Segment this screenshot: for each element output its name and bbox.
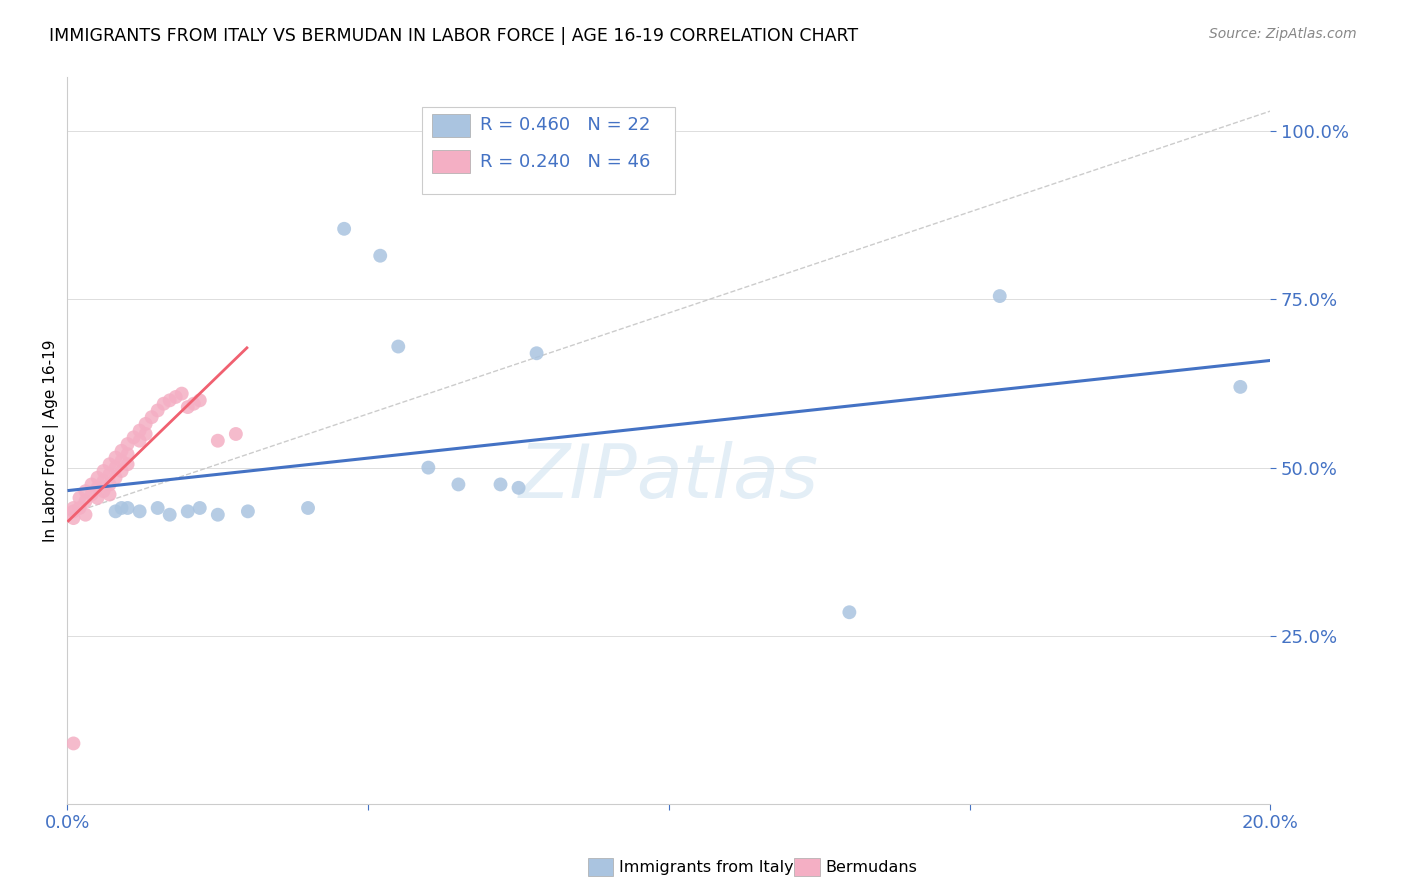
Point xyxy=(170,386,193,401)
Point xyxy=(165,390,187,404)
Point xyxy=(526,346,548,360)
Point xyxy=(207,434,229,448)
Point xyxy=(988,289,1011,303)
Point xyxy=(98,467,121,482)
Point xyxy=(236,504,259,518)
Point xyxy=(183,397,205,411)
Point xyxy=(110,454,132,468)
Point xyxy=(135,427,157,442)
Point xyxy=(69,500,91,515)
Point xyxy=(75,508,97,522)
Point xyxy=(188,393,211,408)
Text: Source: ZipAtlas.com: Source: ZipAtlas.com xyxy=(1209,27,1357,41)
Point xyxy=(117,447,139,461)
Point xyxy=(117,500,139,515)
Point xyxy=(177,504,200,518)
Point xyxy=(128,504,150,518)
Text: Bermudans: Bermudans xyxy=(825,860,917,874)
Point xyxy=(117,457,139,471)
Text: ZIPatlas: ZIPatlas xyxy=(519,441,818,513)
Point xyxy=(104,504,127,518)
Point xyxy=(93,484,115,499)
Point xyxy=(75,494,97,508)
Point xyxy=(86,481,108,495)
Point xyxy=(447,477,470,491)
Point xyxy=(93,474,115,488)
Point xyxy=(418,460,440,475)
Point xyxy=(86,491,108,505)
Point xyxy=(368,249,391,263)
Point xyxy=(86,471,108,485)
Point xyxy=(188,500,211,515)
Point xyxy=(98,477,121,491)
Point xyxy=(62,500,84,515)
Point xyxy=(297,500,319,515)
Point xyxy=(333,222,356,236)
Point xyxy=(489,477,512,491)
Point xyxy=(80,477,103,491)
Point xyxy=(98,487,121,501)
Point xyxy=(62,511,84,525)
Y-axis label: In Labor Force | Age 16-19: In Labor Force | Age 16-19 xyxy=(44,340,59,542)
Point xyxy=(508,481,530,495)
FancyBboxPatch shape xyxy=(432,114,471,137)
Point xyxy=(104,460,127,475)
Point xyxy=(110,500,132,515)
Point xyxy=(177,400,200,414)
Point xyxy=(225,427,247,442)
Point xyxy=(117,437,139,451)
Point xyxy=(128,424,150,438)
Point xyxy=(146,500,169,515)
Point xyxy=(69,491,91,505)
Point xyxy=(159,393,181,408)
Point xyxy=(110,464,132,478)
Point xyxy=(93,464,115,478)
Point xyxy=(104,471,127,485)
Point xyxy=(141,410,163,425)
Point xyxy=(104,450,127,465)
Text: R = 0.460   N = 22: R = 0.460 N = 22 xyxy=(479,116,651,135)
Text: IMMIGRANTS FROM ITALY VS BERMUDAN IN LABOR FORCE | AGE 16-19 CORRELATION CHART: IMMIGRANTS FROM ITALY VS BERMUDAN IN LAB… xyxy=(49,27,858,45)
Point xyxy=(146,403,169,417)
Point xyxy=(387,339,409,353)
Point xyxy=(135,417,157,431)
Point xyxy=(62,736,84,750)
Text: R = 0.240   N = 46: R = 0.240 N = 46 xyxy=(479,153,651,170)
FancyBboxPatch shape xyxy=(432,150,471,173)
Point xyxy=(110,443,132,458)
Point xyxy=(75,484,97,499)
Point xyxy=(1229,380,1251,394)
Point xyxy=(838,605,860,619)
Point xyxy=(152,397,174,411)
Point xyxy=(62,504,84,518)
Point xyxy=(207,508,229,522)
FancyBboxPatch shape xyxy=(422,106,675,194)
Point xyxy=(128,434,150,448)
Point xyxy=(80,487,103,501)
Point xyxy=(122,430,145,444)
Text: Immigrants from Italy: Immigrants from Italy xyxy=(619,860,793,874)
Point xyxy=(98,457,121,471)
Point xyxy=(159,508,181,522)
